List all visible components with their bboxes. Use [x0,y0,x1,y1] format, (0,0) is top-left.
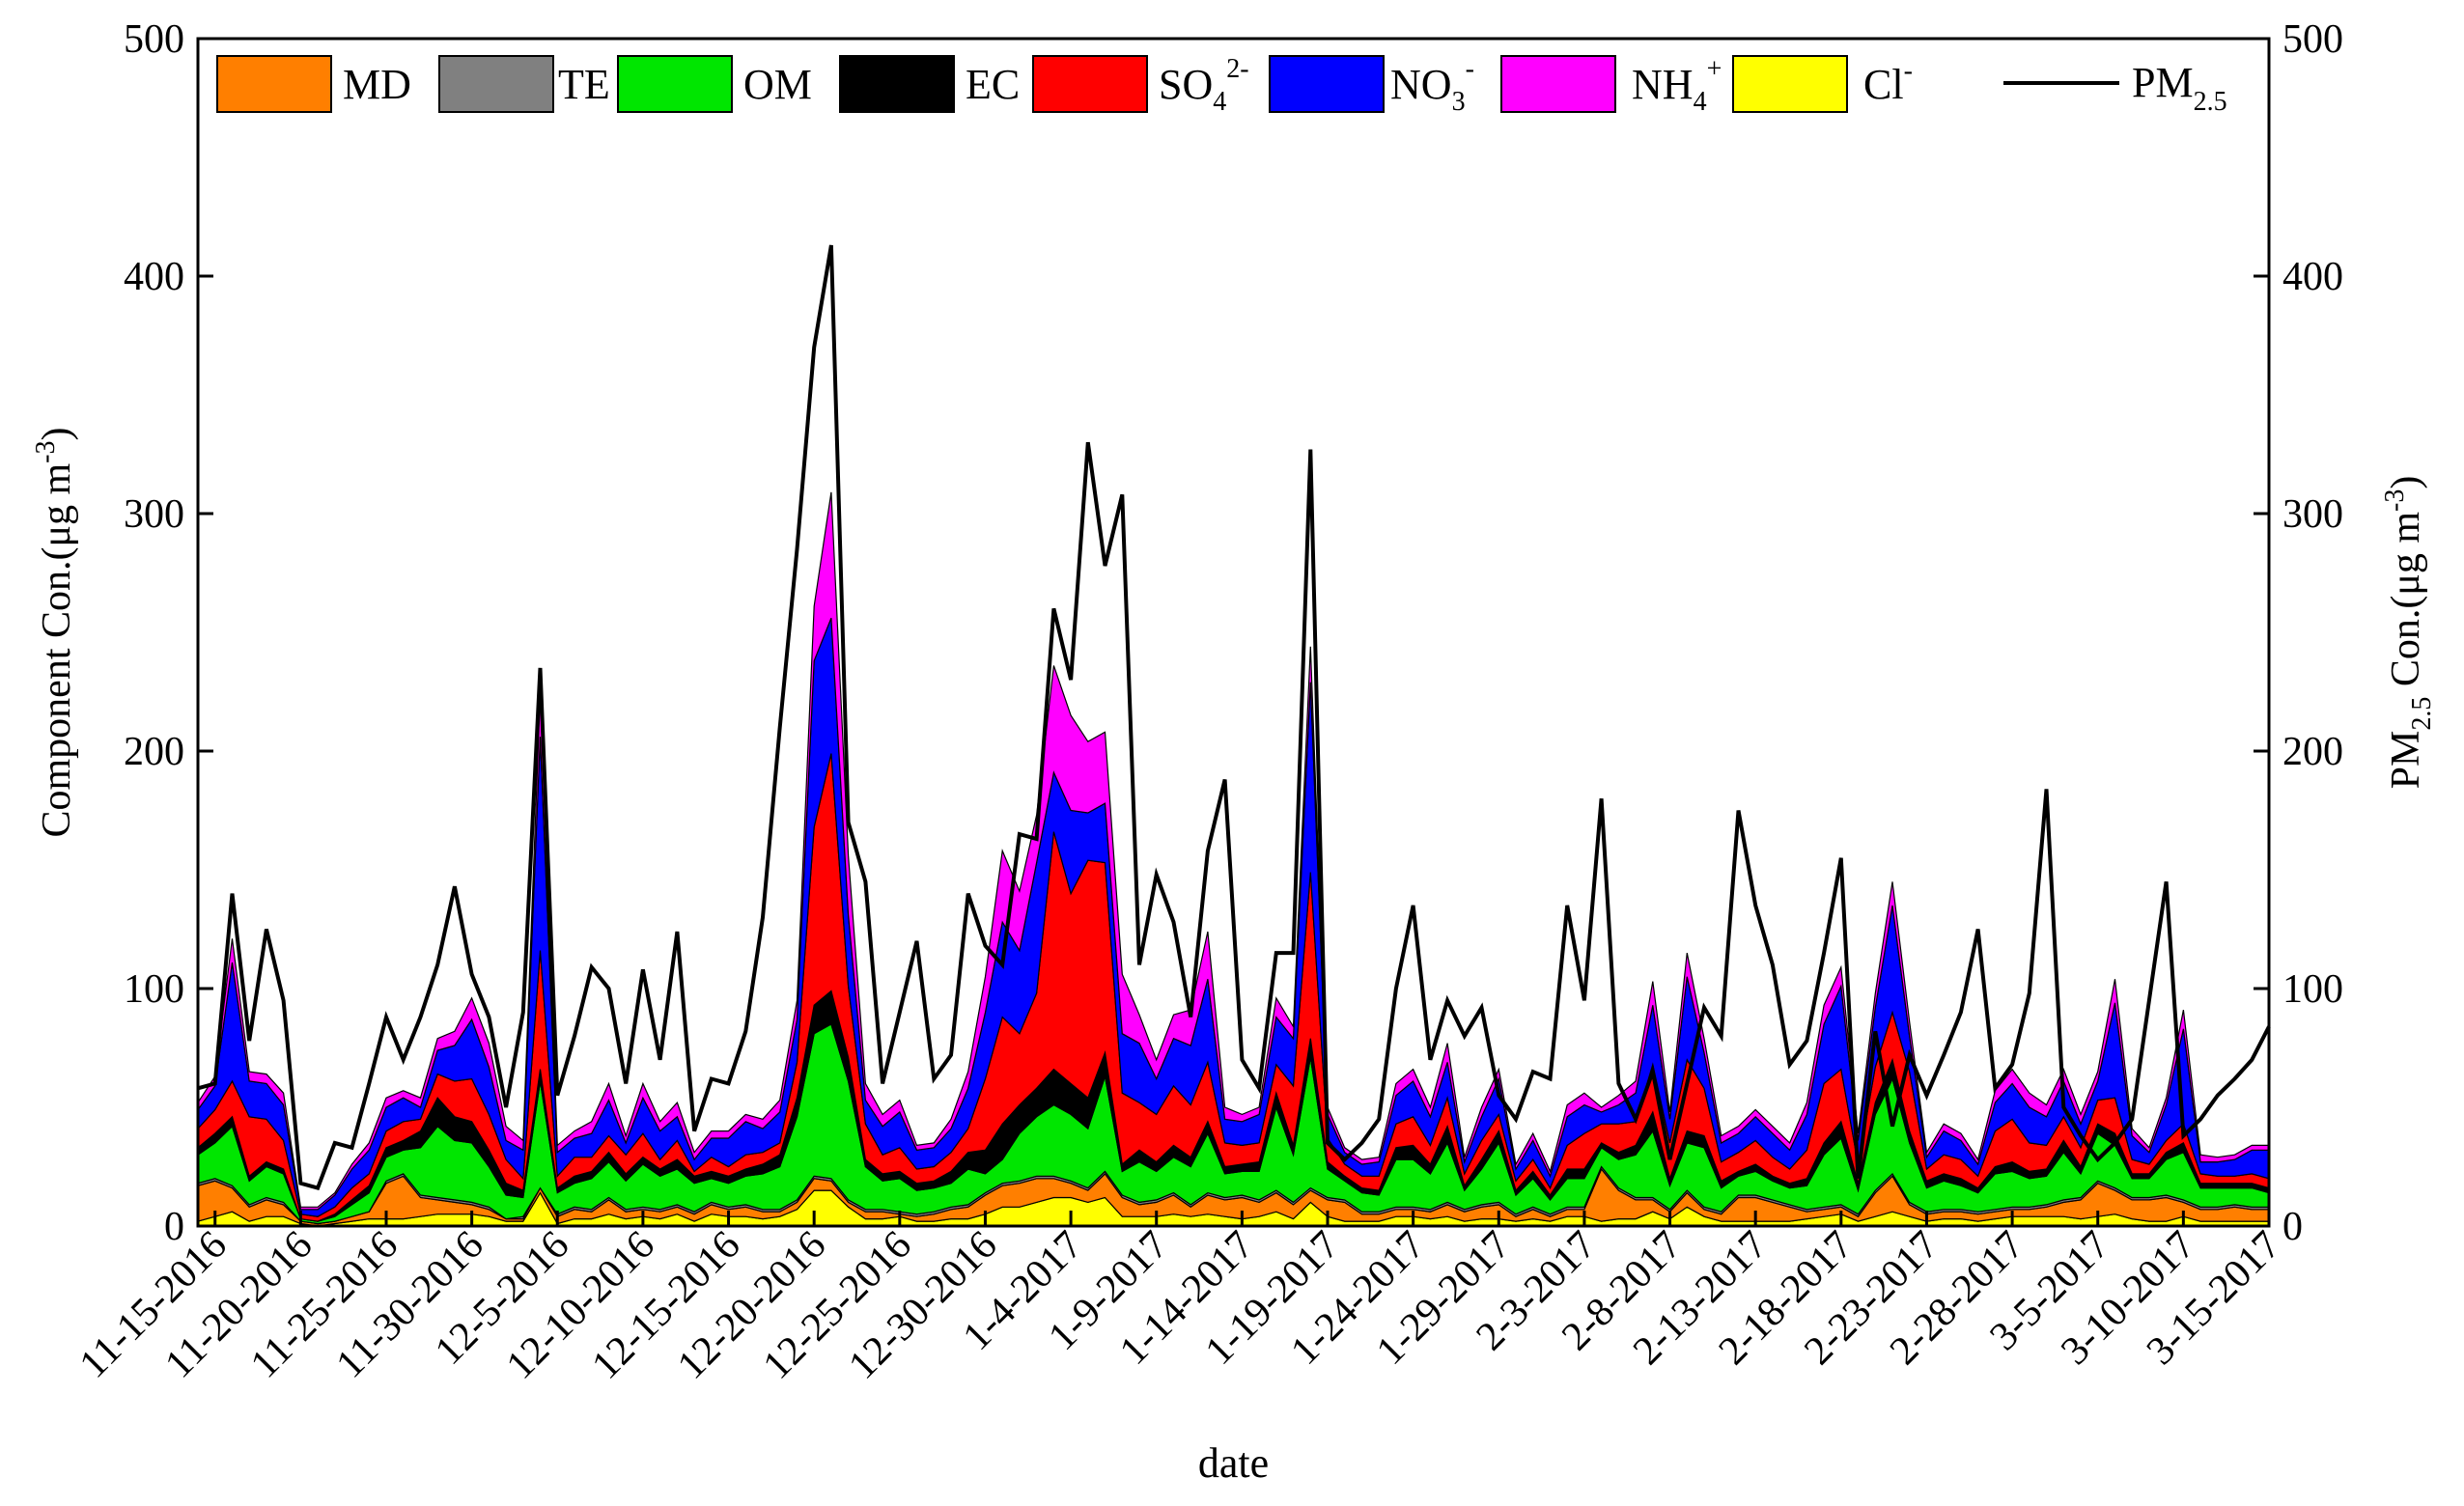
right-tick-label: 100 [2282,967,2343,1012]
legend-label-te: TE [558,61,610,108]
y-axis-label-right: PM2.5 Con.(μg m-3) [2380,476,2437,790]
y-axis-label-right-mid: Con.(μg m [2384,512,2428,697]
x-axis: 11-15-201611-20-201611-25-201611-30-2016… [71,1211,2289,1388]
pm25-line [197,244,2271,1191]
y-axis-label-right-pre: PM [2384,731,2428,790]
legend-swatch-om [617,55,733,113]
legend: MD TE OM EC SO42- NO3- NH4+ Cl- PM2.5 [216,54,2227,117]
legend-label-cl: Cl- [1863,56,1913,108]
left-axis: 0 100 200 300 400 500 [124,17,213,1249]
right-tick-label: 300 [2282,492,2343,537]
legend-swatch-cl [1732,55,1848,113]
left-tick-label: 500 [124,17,184,62]
areas-layer [197,491,2270,1227]
x-axis-label: date [1198,1439,1269,1487]
right-axis: 0 100 200 300 400 500 [2254,17,2343,1249]
legend-label-so4: SO42- [1159,54,1249,117]
legend-label-md: MD [343,61,411,108]
legend-label-pm25: PM2.5 [2132,59,2227,117]
legend-label-no3: NO3- [1390,54,1474,117]
legend-swatch-md [216,55,332,113]
legend-swatch-te [438,55,554,113]
right-tick-label: 0 [2282,1205,2303,1249]
y-axis-label-right-sub: 2.5 [2407,697,2437,731]
legend-label-nh4: NH4+ [1632,54,1722,117]
left-tick-label: 100 [124,967,184,1012]
left-tick-label: 400 [124,255,184,299]
legend-swatch-so4 [1032,55,1148,113]
left-tick-label: 200 [124,730,184,774]
legend-swatch-no3 [1269,55,1385,113]
plot-frame [196,37,2271,1228]
legend-label-om: OM [743,61,812,108]
y-axis-label-right-end: ) [2384,476,2428,489]
y-axis-label-left: Component Con.(μg m-3) [31,427,79,837]
right-tick-label: 500 [2282,17,2343,62]
left-tick-label: 300 [124,492,184,537]
right-tick-label: 400 [2282,255,2343,299]
y-axis-label-left-end: ) [35,427,79,440]
y-axis-label-left-text: Component Con.(μg m [35,462,79,837]
left-tick-label: 0 [164,1205,184,1249]
y-axis-label-left-sup: -3 [31,440,61,462]
pm25-line-layer [197,244,2271,1191]
y-axis-label-right-sup: -3 [2380,489,2410,512]
right-tick-label: 200 [2282,730,2343,774]
legend-label-ec: EC [966,61,1020,108]
legend-swatch-nh4 [1500,55,1616,113]
legend-swatch-ec [839,55,955,113]
